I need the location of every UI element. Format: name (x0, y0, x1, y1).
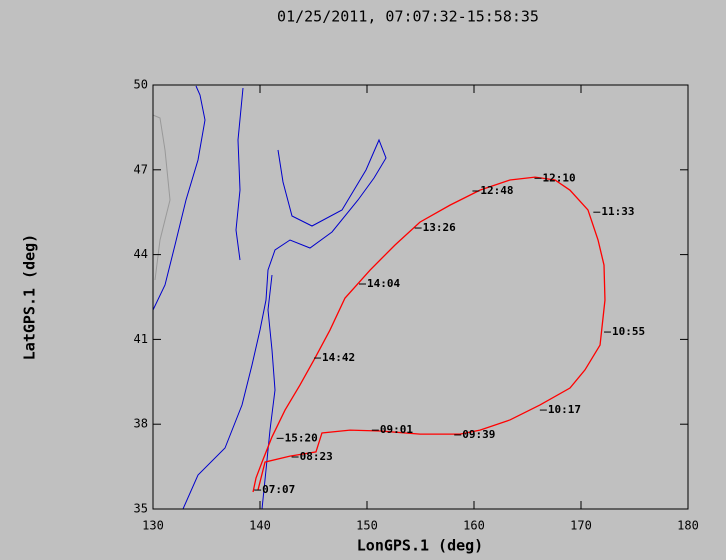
annotation: 14:04 (367, 277, 400, 290)
annotation: 12:10 (542, 171, 575, 184)
plot-frame (152, 84, 689, 510)
annotation: 07:07 (262, 483, 295, 496)
x-tick-label: 140 (249, 519, 271, 533)
coastline (152, 85, 206, 311)
x-axis-label: LonGPS.1 (deg) (357, 537, 483, 555)
y-axis-label: LatGPS.1 (deg) (21, 234, 39, 360)
y-tick-label: 50 (134, 78, 148, 92)
coastline (261, 274, 276, 510)
y-tick-label: 41 (134, 332, 148, 346)
y-tick-label: 35 (134, 502, 148, 516)
coastline (182, 138, 387, 510)
x-tick-label: 150 (356, 519, 378, 533)
annotation: 08:23 (300, 450, 333, 463)
coastline (235, 87, 244, 261)
annotation: 10:55 (612, 325, 645, 338)
annotation: 10:17 (548, 403, 581, 416)
x-tick-label: 170 (570, 519, 592, 533)
annotation: 14:42 (322, 351, 355, 364)
annotation: 13:26 (423, 221, 456, 234)
annotation: 09:01 (380, 423, 413, 436)
chart-title: 01/25/2011, 07:07:32-15:58:35 (277, 8, 539, 26)
x-tick-label: 160 (463, 519, 485, 533)
x-tick-label: 130 (142, 519, 164, 533)
coastlines (152, 85, 387, 510)
annotation: 15:20 (285, 431, 318, 444)
coastline (152, 114, 171, 281)
annotation: 09:39 (462, 428, 495, 441)
annotation: 12:48 (480, 184, 513, 197)
x-tick-label: 180 (677, 519, 699, 533)
y-tick-label: 44 (134, 247, 148, 261)
annotation: 11:33 (601, 205, 634, 218)
y-tick-label: 38 (134, 417, 148, 431)
y-tick-label: 47 (134, 162, 148, 176)
